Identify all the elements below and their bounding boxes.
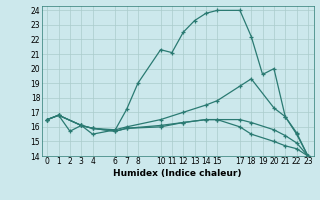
X-axis label: Humidex (Indice chaleur): Humidex (Indice chaleur) xyxy=(113,169,242,178)
